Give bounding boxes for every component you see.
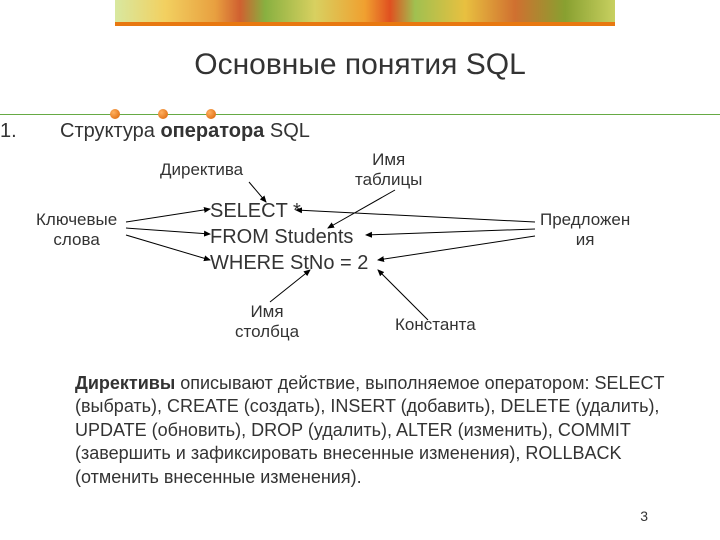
sql-line3: WHERE StNo = 2 xyxy=(210,252,368,274)
label-column-l2: столбца xyxy=(235,322,299,341)
label-constant: Константа xyxy=(395,315,476,335)
subtitle: Структура оператора SQL xyxy=(60,120,310,143)
label-keywords: Ключевые слова xyxy=(36,210,117,249)
divider-line xyxy=(0,114,720,115)
label-column: Имя столбца xyxy=(235,302,299,341)
label-clauses-l2: ия xyxy=(576,230,595,249)
label-keywords-l2: слова xyxy=(53,230,99,249)
label-table-name-l2: таблицы xyxy=(355,170,422,189)
subtitle-pre: Структура xyxy=(60,120,160,142)
label-keywords-l1: Ключевые xyxy=(36,210,117,229)
sql-line2: FROM Students xyxy=(210,226,353,248)
label-clauses-l1: Предложен xyxy=(540,210,630,229)
bullet-dot xyxy=(110,109,120,119)
list-number: 1. xyxy=(0,120,17,143)
sql-line1: SELECT * xyxy=(210,200,301,222)
sql-code: SELECT * FROM Students WHERE StNo = 2 xyxy=(210,198,368,276)
label-clauses: Предложен ия xyxy=(540,210,630,249)
body-text: Директивы описывают действие, выполняемо… xyxy=(75,372,675,489)
label-directive: Директива xyxy=(160,160,243,180)
bullet-dot xyxy=(206,109,216,119)
page-number: 3 xyxy=(640,508,648,524)
label-table-name: Имя таблицы xyxy=(355,150,422,189)
subtitle-post: SQL xyxy=(264,120,310,142)
body-bold: Директивы xyxy=(75,373,175,393)
sql-diagram: Директива Имя таблицы Ключевые слова Пре… xyxy=(0,150,720,370)
decorative-banner xyxy=(115,0,615,26)
label-table-name-l1: Имя xyxy=(372,150,405,169)
bullet-dot xyxy=(158,109,168,119)
subtitle-bold: оператора xyxy=(160,120,264,142)
slide-title: Основные понятия SQL xyxy=(0,48,720,82)
label-column-l1: Имя xyxy=(250,302,283,321)
